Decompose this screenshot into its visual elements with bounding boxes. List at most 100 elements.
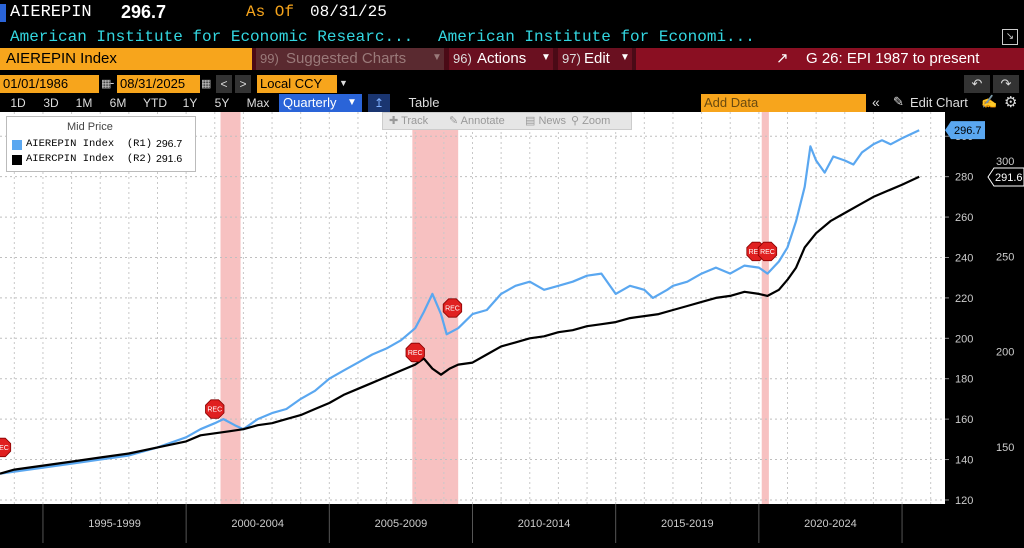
actions-button[interactable]: 96) Actions ▼ [449,48,553,70]
period-1d[interactable]: 1D [10,96,26,110]
chevron-down-icon: ▼ [541,52,551,63]
y-tick-label-left: 220 [955,293,973,305]
price: 296.7 [121,2,167,22]
series-line-aierepin[interactable] [0,129,920,475]
x-tick-label: 1995-1999 [88,518,141,530]
period-6m[interactable]: 6M [109,96,127,110]
suggested-label: Suggested Charts [286,50,407,67]
add-data-input[interactable]: Add Data [701,94,866,112]
calendar-icon[interactable]: ▦ [101,78,112,90]
chart-tools: ✚ Track ✎ Annotate ▤ News ⚲ Zoom [382,112,632,130]
as-of-label: As Of [246,3,295,21]
calendar-icon[interactable]: ▦ [201,78,212,90]
recession-band [761,112,769,504]
security-name: AIEREPIN Index [6,50,117,67]
legend-value: 296.7 [156,138,183,150]
legend-swatch [12,140,22,150]
date-separator: - [110,75,115,90]
period-5y[interactable]: 5Y [214,96,230,110]
x-tick-label: 2005-2009 [375,518,428,530]
expand-icon[interactable]: ↘ [1002,29,1018,45]
last-value-label: 296.7 [954,125,982,137]
edit-button[interactable]: 97) Edit ▼ [558,48,632,70]
period-ytd[interactable]: YTD [143,96,167,110]
x-tick-label: 2010-2014 [518,518,571,530]
line-chart-icon[interactable]: ↥ [368,94,390,112]
chevron-down-icon: ▼ [620,52,630,63]
chevron-down-icon[interactable]: ▼ [339,78,348,88]
rec-badge-label: REC [408,350,423,357]
annotate-tool[interactable]: ✎ Annotate [449,115,505,127]
security-field[interactable]: AIEREPIN Index [0,48,252,70]
collapse-icon[interactable]: « [872,94,880,110]
rec-badge[interactable] [205,399,225,419]
legend-label: AIEREPIN Index (R1) [26,138,153,150]
description-2: American Institute for Economi... [438,28,755,46]
rec-badge[interactable] [757,241,778,262]
suggested-charts-button[interactable]: 99) Suggested Charts ▼ [256,48,444,70]
rec-badge-label: REC [760,249,775,256]
chevron-down-icon: ▼ [432,52,442,63]
track-label: Track [401,115,429,127]
gear-icon[interactable]: ⚙ [1004,94,1018,111]
last-value-label: 291.6 [995,172,1023,184]
edit-chart-button[interactable]: Edit Chart [910,95,968,110]
chart-title-bar: ↗ G 26: EPI 1987 to present [636,48,1024,70]
chart-title: G 26: EPI 1987 to present [806,50,980,67]
end-date-input[interactable]: 08/31/2025 [117,75,200,93]
period-max[interactable]: Max [246,96,270,110]
rec-badge[interactable] [442,298,463,318]
export-icon[interactable]: ↗ [776,50,789,67]
edit-label: Edit [584,50,610,67]
ticker: AIEREPIN [10,3,92,22]
description-1: American Institute for Economic Researc.… [10,28,414,46]
y-tick-label-left: 240 [955,252,973,264]
period-1m[interactable]: 1M [75,96,93,110]
x-tick-label: 2020-2024 [804,518,857,530]
undo-button[interactable]: ↶ [964,75,990,93]
period-3d[interactable]: 3D [43,96,59,110]
annotate-label: Annotate [460,115,505,127]
suggested-num: 99) [260,51,279,66]
rec-badge-label: REC [749,249,764,256]
table-button[interactable]: Table [408,95,440,110]
news-label: News [538,115,566,127]
frequency-select[interactable]: Quarterly ▼ [279,94,362,112]
zoom-tool[interactable]: ⚲ Zoom [571,115,611,127]
news-tool[interactable]: ▤ News [525,115,566,127]
annotate-icon[interactable]: ✍ [981,94,998,109]
x-tick-label: 2000-2004 [231,518,284,530]
recession-band [220,112,241,504]
period-1y[interactable]: 1Y [182,96,198,110]
actions-label: Actions [477,50,527,67]
y-tick-label-right: 200 [996,347,1014,359]
rec-badge[interactable] [405,342,425,363]
redo-button[interactable]: ↷ [993,75,1019,93]
as-of-date: 08/31/25 [310,3,387,21]
legend-swatch [12,155,22,165]
rec-badge[interactable] [0,437,12,458]
currency-select[interactable]: Local CCY [257,75,337,93]
y-tick-label-left: 120 [955,495,973,507]
y-tick-label-left: 140 [955,455,973,467]
header-bar: AIEREPIN 296.7 As Of 08/31/25 [0,0,1024,26]
legend-item[interactable]: AIERCPIN Index (R2) 291.6 [12,153,192,167]
last-value-tag [987,167,1024,187]
track-tool[interactable]: ✚ Track [389,115,429,127]
rec-badge-label: REC [207,407,222,414]
rec-badge-label: REC [445,306,460,313]
period-bar: 1D 3D 1M 6M YTD 1Y 5Y Max Quarterly ▼ ↥ … [0,94,1024,112]
prev-button[interactable]: < [216,75,232,93]
series-line-aiercpin[interactable] [0,175,920,475]
rec-badge-label: REC [0,445,9,452]
legend-item[interactable]: AIEREPIN Index (R1) 296.7 [12,138,192,152]
next-button[interactable]: > [235,75,251,93]
y-tick-label-right: 300 [996,156,1014,168]
frequency-label: Quarterly [283,95,337,110]
start-date-input[interactable]: 01/01/1986 [0,75,99,93]
legend-title: Mid Price [67,121,113,133]
toolbar: AIEREPIN Index 99) Suggested Charts ▼ 96… [0,48,1024,70]
pencil-icon[interactable]: ✎ [893,94,904,109]
y-tick-label-left: 260 [955,212,973,224]
x-tick-label: 2015-2019 [661,518,714,530]
